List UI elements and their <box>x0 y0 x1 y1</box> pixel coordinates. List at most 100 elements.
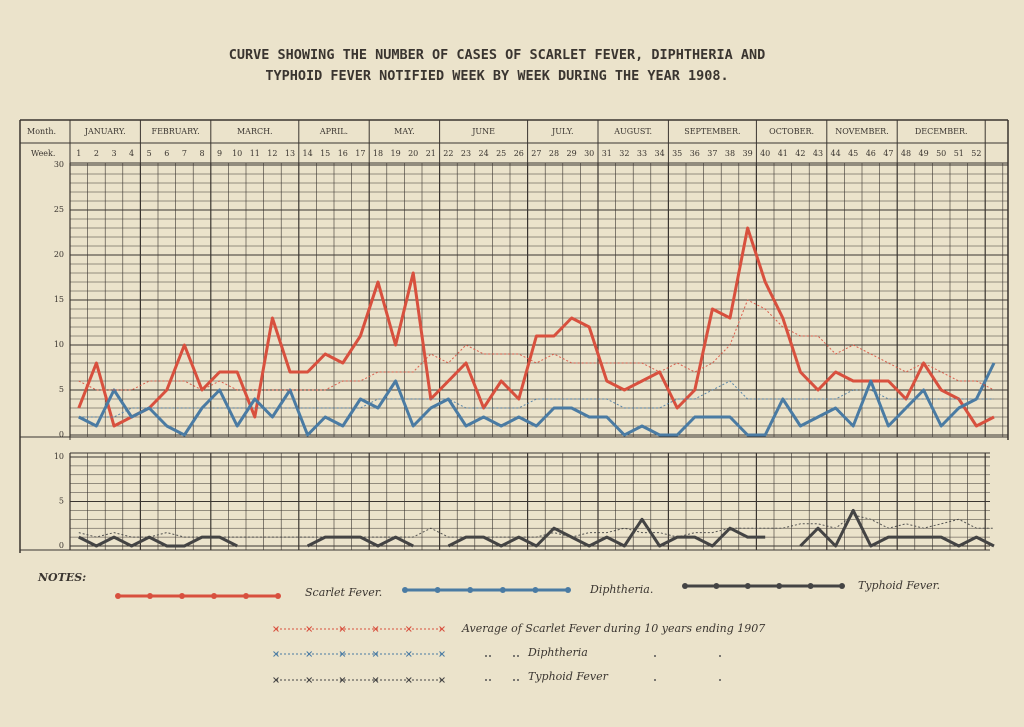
x-tick-label: 19 <box>391 149 401 158</box>
legend-dot <box>776 583 783 589</box>
legend-cross <box>439 677 445 683</box>
legend-cross <box>405 677 412 683</box>
x-tick-label: 27 <box>531 149 541 158</box>
month-label: SEPTEMBER. <box>684 127 740 136</box>
x-tick-label: 20 <box>408 149 418 158</box>
y-tick-label: 10 <box>54 452 64 461</box>
legend-dot <box>532 587 539 593</box>
y-tick-label: 0 <box>59 541 64 550</box>
legend-item: Scarlet Fever. <box>115 586 382 599</box>
month-label: JUNE <box>471 127 495 136</box>
average-line <box>78 380 994 418</box>
legend-dot <box>211 593 217 599</box>
legend-cross <box>439 651 445 657</box>
x-tick-label: 39 <box>743 149 753 158</box>
x-tick-label: 15 <box>320 149 330 158</box>
month-label: NOVEMBER. <box>835 127 889 136</box>
legend-cross <box>273 677 279 683</box>
x-tick-label: 41 <box>778 149 788 158</box>
ditto <box>485 679 487 681</box>
legend-item: Average of Scarlet Fever during 10 years… <box>273 622 765 635</box>
legend-label: Scarlet Fever. <box>305 586 382 599</box>
legend-cross <box>372 677 379 683</box>
ditto <box>517 655 519 657</box>
data-line <box>78 362 996 437</box>
y-tick-label: 30 <box>54 160 64 169</box>
ditto <box>654 679 656 681</box>
legend-dot <box>467 587 474 593</box>
month-label: AUGUST. <box>613 127 652 136</box>
x-tick-label: 31 <box>602 149 612 158</box>
legend-cross <box>372 651 379 657</box>
y-tick-label: 5 <box>59 497 64 506</box>
x-tick-label: 2 <box>94 149 99 158</box>
legend-dot <box>275 593 281 599</box>
legend-cross <box>405 626 412 632</box>
legend-cross <box>306 677 313 683</box>
x-tick-label: 1 <box>76 149 81 158</box>
x-tick-label: 34 <box>655 149 665 158</box>
y-tick-label: 15 <box>54 295 64 304</box>
ditto <box>513 679 515 681</box>
y-tick-label: 0 <box>59 430 64 439</box>
month-label: JULY. <box>551 127 574 136</box>
x-tick-label: 52 <box>971 149 981 158</box>
month-label: MAY. <box>394 127 414 136</box>
x-tick-label: 4 <box>129 149 134 158</box>
x-tick-label: 23 <box>461 149 471 158</box>
x-tick-label: 36 <box>690 149 700 158</box>
data-line <box>77 226 995 428</box>
x-tick-label: 43 <box>813 149 823 158</box>
x-tick-label: 49 <box>919 149 929 158</box>
x-tick-label: 50 <box>936 149 946 158</box>
chart-title: TYPHOID FEVER NOTIFIED WEEK BY WEEK DURI… <box>265 68 728 84</box>
x-tick-label: 47 <box>883 149 893 158</box>
legend-dot <box>565 587 571 593</box>
row-label: Week. <box>31 149 55 158</box>
x-tick-label: 25 <box>496 149 506 158</box>
month-label: FEBRUARY. <box>152 127 200 136</box>
legend-dot <box>682 583 688 589</box>
x-tick-label: 37 <box>707 149 717 158</box>
x-tick-label: 29 <box>567 149 577 158</box>
x-tick-label: 30 <box>584 149 594 158</box>
x-tick-label: 40 <box>760 149 770 158</box>
x-tick-label: 28 <box>549 149 559 158</box>
legend-cross <box>273 651 279 657</box>
x-tick-label: 7 <box>182 149 187 158</box>
month-label: DECEMBER. <box>915 127 968 136</box>
notes-heading: NOTES: <box>37 571 86 584</box>
month-label: APRIL. <box>319 127 348 136</box>
x-tick-label: 11 <box>250 149 260 158</box>
legend-label: Typhoid Fever <box>528 670 609 683</box>
ditto <box>513 655 515 657</box>
row-label: Month. <box>27 127 56 136</box>
x-tick-label: 8 <box>199 149 204 158</box>
legend-dot <box>499 587 506 593</box>
legend-cross <box>339 651 346 657</box>
y-tick-label: 5 <box>59 385 64 394</box>
legend-dot <box>243 593 249 599</box>
legend-cross <box>273 626 279 632</box>
x-tick-label: 14 <box>303 149 313 158</box>
ditto <box>485 655 487 657</box>
legend-item: Typhoid Fever <box>273 670 609 683</box>
month-label: MARCH. <box>237 127 273 136</box>
x-tick-label: 51 <box>954 149 964 158</box>
legend-dot <box>147 593 153 599</box>
x-tick-label: 42 <box>795 149 805 158</box>
ditto <box>489 655 491 657</box>
x-tick-label: 18 <box>373 149 383 158</box>
legend-cross <box>306 651 313 657</box>
x-tick-label: 45 <box>848 149 858 158</box>
ditto <box>489 679 491 681</box>
x-tick-label: 44 <box>831 149 841 158</box>
average-line <box>78 514 994 538</box>
legend-cross <box>439 626 445 632</box>
legend-label: Average of Scarlet Fever during 10 years… <box>461 622 765 635</box>
legend-cross <box>306 626 313 632</box>
x-tick-label: 5 <box>147 149 152 158</box>
x-tick-label: 38 <box>725 149 735 158</box>
